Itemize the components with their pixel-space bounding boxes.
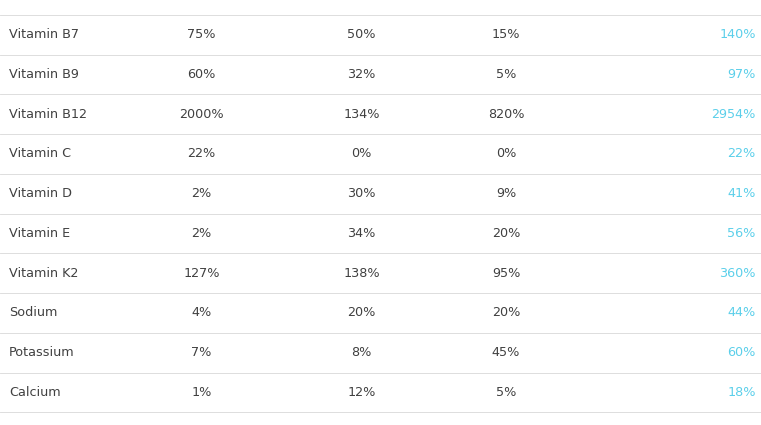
Text: 95%: 95% [492, 266, 521, 280]
Text: 8%: 8% [352, 346, 371, 359]
Text: 2000%: 2000% [180, 108, 224, 121]
Text: Potassium: Potassium [9, 346, 75, 359]
Text: 2%: 2% [192, 187, 212, 200]
Text: 1%: 1% [192, 386, 212, 399]
Text: Vitamin B7: Vitamin B7 [9, 28, 79, 41]
Text: 127%: 127% [183, 266, 220, 280]
Text: Vitamin D: Vitamin D [9, 187, 72, 200]
Text: Vitamin C: Vitamin C [9, 147, 72, 161]
Text: Sodium: Sodium [9, 306, 58, 320]
Text: 12%: 12% [347, 386, 376, 399]
Text: 75%: 75% [187, 28, 216, 41]
Text: 18%: 18% [728, 386, 756, 399]
Text: 140%: 140% [719, 28, 756, 41]
Text: Calcium: Calcium [9, 386, 61, 399]
Text: 360%: 360% [719, 266, 756, 280]
Text: 5%: 5% [496, 68, 516, 81]
Text: 7%: 7% [192, 346, 212, 359]
Text: 2954%: 2954% [712, 108, 756, 121]
Text: 34%: 34% [347, 227, 376, 240]
Text: 820%: 820% [488, 108, 524, 121]
Text: 22%: 22% [728, 147, 756, 161]
Text: 9%: 9% [496, 187, 516, 200]
Text: 50%: 50% [347, 28, 376, 41]
Text: 138%: 138% [343, 266, 380, 280]
Text: 134%: 134% [343, 108, 380, 121]
Text: Vitamin B12: Vitamin B12 [9, 108, 87, 121]
Text: Vitamin K2: Vitamin K2 [9, 266, 78, 280]
Text: Vitamin B9: Vitamin B9 [9, 68, 79, 81]
Text: 30%: 30% [347, 187, 376, 200]
Text: 20%: 20% [492, 227, 521, 240]
Text: 4%: 4% [192, 306, 212, 320]
Text: 44%: 44% [728, 306, 756, 320]
Text: 5%: 5% [496, 386, 516, 399]
Text: 56%: 56% [728, 227, 756, 240]
Text: 15%: 15% [492, 28, 521, 41]
Text: Vitamin E: Vitamin E [9, 227, 70, 240]
Text: 2%: 2% [192, 227, 212, 240]
Text: 60%: 60% [187, 68, 216, 81]
Text: 22%: 22% [187, 147, 216, 161]
Text: 97%: 97% [728, 68, 756, 81]
Text: 41%: 41% [728, 187, 756, 200]
Text: 32%: 32% [347, 68, 376, 81]
Text: 60%: 60% [728, 346, 756, 359]
Text: 0%: 0% [352, 147, 371, 161]
Text: 20%: 20% [347, 306, 376, 320]
Text: 20%: 20% [492, 306, 521, 320]
Text: 0%: 0% [496, 147, 516, 161]
Text: 45%: 45% [492, 346, 521, 359]
